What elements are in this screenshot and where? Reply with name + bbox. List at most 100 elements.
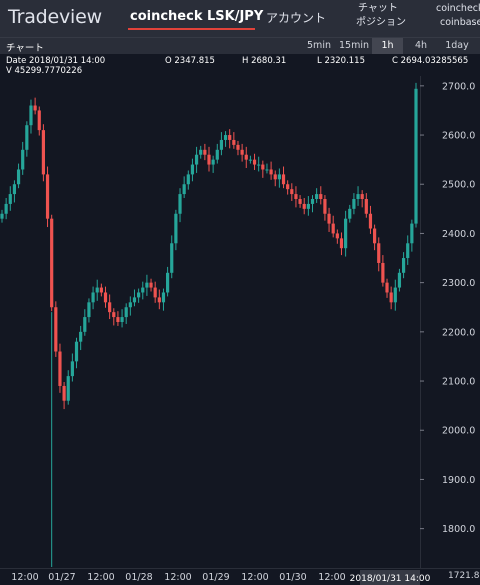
candle-body — [281, 174, 286, 185]
candle-body — [199, 149, 203, 155]
candle-body — [228, 135, 232, 140]
candle-body — [74, 341, 79, 362]
candle-body — [207, 154, 211, 165]
candle-body — [66, 376, 70, 401]
info-volume: V 45299.7770226 — [6, 66, 83, 76]
candle-body — [16, 169, 21, 185]
candle-body — [54, 307, 58, 352]
candle-body — [323, 199, 327, 214]
candle-body — [203, 149, 207, 155]
candle-body — [50, 218, 54, 308]
x-tick-label: 12:00 — [87, 572, 114, 583]
candle-body — [364, 199, 368, 214]
chart-title: チャート — [6, 43, 44, 54]
candle-body — [302, 203, 306, 209]
candle-body — [45, 174, 50, 219]
candle-body — [112, 312, 116, 318]
timeframe-5min[interactable]: 5min — [307, 40, 331, 51]
candle-body — [273, 174, 277, 180]
candle-body — [277, 174, 281, 180]
candle-body — [33, 105, 37, 111]
y-tick-label: 2300.0 — [442, 278, 475, 289]
candle-body — [95, 287, 99, 293]
candle-body — [327, 213, 331, 224]
y-tick-label: 2600.0 — [442, 131, 475, 142]
candle-body — [108, 302, 112, 313]
candle-body — [352, 199, 356, 209]
candle-body — [219, 139, 224, 150]
candle-body — [381, 262, 385, 283]
candle-body — [211, 159, 215, 165]
tab-account[interactable]: アカウント — [266, 11, 327, 25]
exchange-coincheck[interactable]: coincheck — [436, 3, 480, 14]
candle-body — [12, 184, 17, 195]
candle-body — [315, 194, 319, 199]
candle-body — [215, 149, 219, 160]
candle-body — [389, 292, 393, 303]
active-tab-indicator — [128, 28, 255, 30]
info-low: L 2320.115 — [317, 56, 365, 66]
candle-body — [310, 199, 315, 204]
candle-body — [0, 213, 4, 219]
candle-body — [331, 223, 335, 234]
candle-body — [41, 130, 45, 175]
candle-body — [58, 351, 62, 386]
candle-body — [373, 228, 377, 244]
candle-body — [344, 218, 348, 249]
candle-body — [37, 110, 41, 131]
candle-body — [348, 208, 352, 219]
candle-body — [269, 169, 273, 175]
tab-pair[interactable]: coincheck LSK/JPY — [130, 9, 264, 24]
x-tick-label: 01/29 — [202, 572, 229, 583]
candle-body — [401, 258, 406, 273]
candle-body — [170, 243, 174, 273]
candle-body — [132, 297, 137, 303]
candle-body — [103, 292, 108, 303]
top-nav-bar: Tradeview coincheck LSK/JPY アカウント チャット ポ… — [0, 0, 480, 37]
candle-body — [62, 385, 66, 401]
candle-body — [149, 282, 153, 288]
exchange-coinbase[interactable]: coinbase — [440, 17, 480, 28]
chat-position-link[interactable]: チャット ポジション — [356, 2, 406, 30]
crosshair-time-box — [360, 570, 420, 585]
x-tick-label: 01/27 — [48, 572, 75, 583]
timeframe-4h[interactable]: 4h — [414, 40, 428, 51]
x-tick-label: 12:00 — [164, 572, 191, 583]
timeframe-1h[interactable]: 1h — [372, 38, 403, 54]
candle-body — [356, 194, 360, 199]
y-tick-label: 2100.0 — [442, 377, 475, 388]
candle-body — [261, 164, 265, 170]
timeframe-15min[interactable]: 15min — [338, 40, 369, 51]
candle-body — [182, 184, 186, 195]
candle-body — [190, 164, 195, 175]
candle-body — [240, 149, 244, 155]
info-date: Date 2018/01/31 14:00 — [6, 56, 106, 66]
candle-body — [319, 194, 323, 199]
candle-body — [178, 194, 182, 214]
y-tick-label: 2000.0 — [442, 426, 475, 437]
brand-logo[interactable]: Tradeview — [8, 6, 102, 28]
timeframe-1day[interactable]: 1day — [445, 40, 469, 51]
candle-body — [116, 317, 120, 322]
x-tick-label: 01/28 — [125, 572, 152, 583]
candle-body — [410, 223, 414, 244]
x-tick-label: 12:00 — [318, 572, 345, 583]
candle-body — [244, 154, 248, 160]
candle-body — [194, 154, 199, 165]
candle-body — [174, 213, 178, 244]
candle-body — [294, 194, 298, 199]
y-tick-label: 2700.0 — [442, 81, 475, 92]
y-tick-label: 2200.0 — [442, 327, 475, 338]
candle-body — [70, 361, 74, 377]
candle-body — [257, 164, 261, 166]
candle-body — [128, 302, 132, 308]
crosshair-time-label: 2018/01/31 14:00 — [350, 574, 431, 584]
candle-body — [83, 317, 87, 332]
candle-body — [21, 149, 25, 170]
candle-body — [79, 331, 83, 342]
candle-body — [153, 287, 157, 298]
exchange-selector[interactable]: coincheck coinbase — [436, 2, 480, 30]
info-high: H 2680.31 — [242, 56, 287, 66]
candle-body — [99, 287, 103, 293]
